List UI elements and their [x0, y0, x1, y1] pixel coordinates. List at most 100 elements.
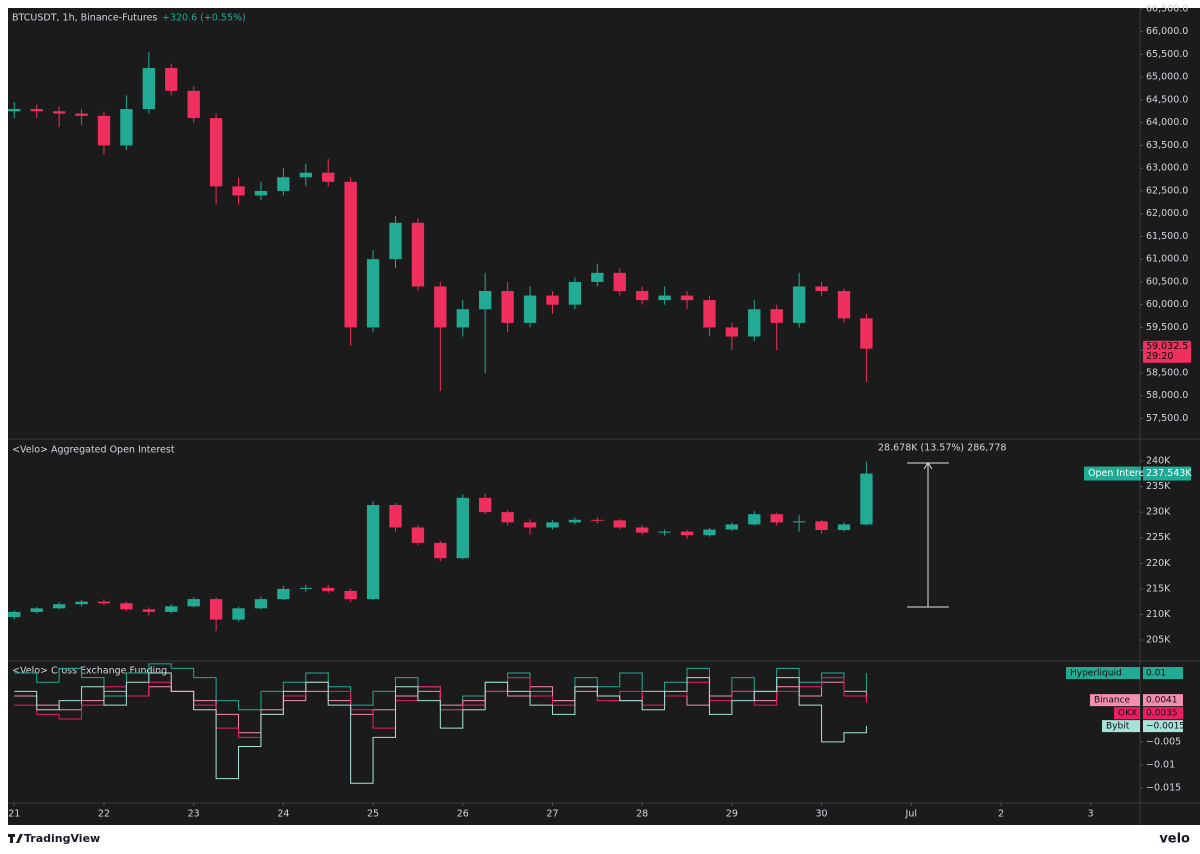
legend-value-bg: [1143, 720, 1183, 733]
x-tick-label: 26: [457, 809, 469, 820]
candle-body: [120, 603, 133, 610]
y-tick-label: 57,500.0: [1146, 413, 1188, 424]
candle-body: [501, 291, 514, 323]
candle-body: [322, 172, 335, 182]
candle-body: [725, 327, 739, 337]
legend-name-bg: [1090, 694, 1140, 707]
candle-body: [120, 109, 133, 146]
legend-value: 0.0041: [1146, 696, 1178, 706]
legend-value: 0.01: [1146, 669, 1166, 679]
y-tick-label: 205K: [1146, 635, 1171, 646]
legend-name: Hyperliquid: [1070, 669, 1122, 679]
candle-body: [52, 604, 66, 609]
candle-body: [344, 181, 357, 328]
x-tick-label: 27: [546, 809, 558, 820]
tradingview-logo: [8, 834, 23, 843]
x-tick-label: Jul: [905, 809, 917, 820]
y-tick-label: 230K: [1146, 507, 1171, 518]
candle-body: [860, 473, 873, 525]
candle-body: [30, 608, 43, 612]
candle-body: [366, 504, 380, 600]
candle-body: [389, 504, 402, 528]
candle-body: [165, 68, 178, 91]
y-tick-label: 59,500.0: [1146, 322, 1188, 333]
candle-body: [277, 177, 290, 191]
x-tick-label: 29: [726, 809, 738, 820]
x-tick-label: 2: [998, 809, 1004, 820]
pane-title: <Velo> Aggregated Open Interest: [12, 445, 175, 456]
legend-value-bg: [1143, 667, 1183, 680]
legend-name-bg: [1066, 667, 1140, 680]
y-tick-label: 235K: [1146, 481, 1171, 492]
x-tick-label: 28: [636, 809, 648, 820]
candle-body: [815, 286, 828, 292]
candle-body: [299, 587, 312, 589]
x-tick-label: 21: [8, 809, 20, 820]
y-tick-label: 60,000.0: [1146, 299, 1188, 310]
change-label: +320.6 (+0.55%): [162, 13, 246, 24]
candle-body: [860, 318, 873, 349]
candle-body: [703, 529, 716, 536]
candle-body: [748, 309, 761, 337]
y-tick-label: 58,000.0: [1146, 390, 1188, 401]
candle-body: [680, 295, 694, 301]
candle-body: [322, 587, 335, 591]
x-tick-label: 22: [98, 809, 110, 820]
candle-body: [523, 522, 537, 528]
y-tick-label: 65,000.0: [1146, 72, 1188, 83]
x-tick-label: 3: [1088, 809, 1094, 820]
candle-body: [725, 524, 739, 530]
candle-body: [770, 514, 783, 523]
candle-body: [501, 512, 514, 523]
candle-body: [837, 524, 851, 531]
candle-body: [591, 272, 604, 282]
candle-body: [815, 521, 828, 531]
x-tick-label: 25: [367, 809, 379, 820]
candle-body: [748, 514, 761, 525]
chart-title: BTCUSDT, 1h, Binance-Futures: [12, 13, 157, 24]
candle-body: [434, 286, 447, 328]
footer-brand: TradingView: [24, 832, 100, 845]
candle-body: [792, 521, 806, 523]
value-label-bg: [1143, 466, 1191, 481]
y-tick-label: 61,500.0: [1146, 231, 1188, 242]
candle-body: [411, 527, 425, 543]
y-tick-label: −0.015: [1146, 782, 1181, 793]
candle-body: [770, 309, 783, 323]
candle-body: [636, 527, 649, 533]
candle-body: [142, 68, 155, 110]
candle-body: [456, 497, 469, 559]
candle-body: [658, 295, 671, 301]
funding-line: [14, 672, 867, 784]
legend-name: OKX: [1118, 709, 1137, 719]
candle-body: [434, 542, 447, 559]
y-tick-label: −0.005: [1146, 736, 1181, 747]
y-tick-label: 63,000.0: [1146, 163, 1188, 174]
candle-body: [75, 601, 88, 605]
candle-body: [591, 519, 604, 521]
candle-body: [703, 300, 716, 328]
candle-body: [837, 291, 851, 319]
candle-body: [232, 186, 245, 196]
measure-label: 28.678K (13.57%) 286,778: [878, 443, 1006, 454]
y-tick-label: 240K: [1146, 455, 1171, 466]
candle-body: [680, 531, 694, 536]
candle-body: [613, 272, 626, 292]
y-tick-label: 58,500.0: [1146, 367, 1188, 378]
candle-body: [254, 190, 268, 196]
candle-body: [479, 497, 492, 513]
y-tick-label: 66,500.0: [1146, 3, 1188, 14]
y-tick-label: 225K: [1146, 532, 1171, 543]
candle-body: [277, 588, 290, 600]
countdown: 29:20: [1146, 351, 1173, 362]
y-tick-label: 60,500.0: [1146, 276, 1188, 287]
legend-value: −0.0015: [1146, 722, 1185, 732]
candle-body: [389, 222, 402, 260]
y-tick-label: 65,500.0: [1146, 49, 1188, 60]
legend-value-bg: [1143, 707, 1183, 720]
candle-body: [479, 291, 492, 310]
candle-body: [52, 111, 66, 114]
candle-body: [232, 608, 245, 620]
candle-body: [187, 90, 200, 119]
legend-value: 0.0035: [1146, 709, 1178, 719]
